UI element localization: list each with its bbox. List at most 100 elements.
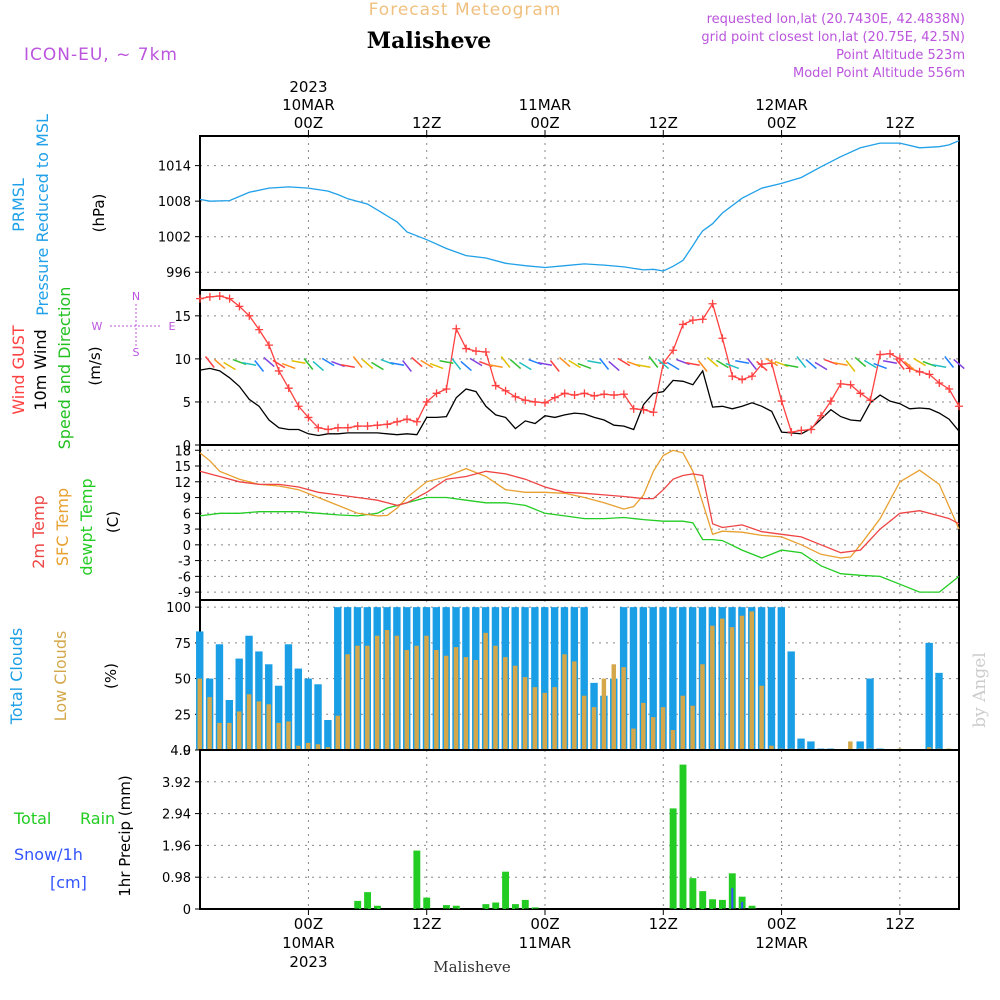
requested-coords: requested lon,lat (20.7430E, 42.4838N) <box>707 12 965 27</box>
low-cloud-bar <box>572 661 577 750</box>
wind-direction-arrow <box>725 362 740 370</box>
low-cloud-bar <box>493 645 498 750</box>
gust-marker <box>797 426 806 435</box>
gust-marker <box>708 299 717 308</box>
y-tick-label: 0.98 <box>162 871 191 886</box>
wind-direction-arrow <box>340 364 355 368</box>
gust-marker <box>235 302 244 311</box>
y-tick-label: 3 <box>183 523 191 538</box>
wind-direction-arrow <box>903 360 916 372</box>
top-time-label: 00Z <box>767 114 796 132</box>
pressure-panel: 996 1002 1008 1014 <box>158 135 960 291</box>
wind-direction-arrow <box>608 360 620 372</box>
total-cloud-bar <box>807 741 815 750</box>
precip-panel: 0 0.98 1.96 2.94 3.92 4.9 <box>162 744 960 918</box>
low-cloud-bar <box>690 705 695 750</box>
gust-marker <box>550 393 559 402</box>
bottom-time-label: 12Z <box>649 915 678 933</box>
rain-bar <box>511 904 519 909</box>
total-cloud-bar <box>935 672 943 750</box>
gust-marker <box>580 389 589 398</box>
label-pressure-msl: Pressure Reduced to MSL <box>33 114 52 316</box>
temp-2m-line <box>199 470 960 554</box>
label-rain: Rain <box>80 809 115 828</box>
low-cloud-bar <box>434 650 439 750</box>
y-tick-label: 15 <box>174 310 191 325</box>
panel-frame <box>199 599 960 751</box>
total-cloud-bar <box>679 607 687 750</box>
top-date-label: 11MAR <box>519 96 572 114</box>
low-cloud-bar <box>443 655 449 750</box>
gust-marker <box>728 372 737 381</box>
footer-location: Malisheve <box>433 958 511 976</box>
gust-marker <box>590 391 599 400</box>
gust-marker <box>610 391 618 400</box>
low-cloud-bar <box>739 615 745 750</box>
low-cloud-bar <box>276 722 281 750</box>
total-cloud-bar <box>324 720 332 750</box>
total-cloud-bar <box>580 607 588 750</box>
gust-marker <box>353 422 362 431</box>
rain-bar <box>364 892 372 909</box>
wind-direction-arrow <box>587 360 602 364</box>
y-tick-label: -9 <box>178 586 191 601</box>
low-cloud-bar <box>611 664 616 750</box>
label-speed-direction: Speed and Direction <box>55 287 74 450</box>
low-cloud-bar <box>345 654 350 750</box>
rain-bar <box>502 871 510 909</box>
y-tick-label: 1.96 <box>162 839 191 854</box>
wind-direction-arrow <box>697 360 708 372</box>
low-cloud-bar <box>650 717 656 750</box>
total-cloud-bar <box>215 644 224 750</box>
dewpoint-line <box>199 496 960 593</box>
bottom-time-label: 00Z <box>530 915 559 933</box>
point-altitude: Point Altitude 523m <box>836 48 965 63</box>
compass-e: E <box>169 320 176 333</box>
label-total-clouds: Total Clouds <box>7 628 26 726</box>
wind-panel: 0 5 10 15 <box>174 289 965 454</box>
low-cloud-bar <box>522 677 528 750</box>
wind-direction-arrow <box>204 356 215 368</box>
wind-direction-arrow <box>765 357 779 367</box>
compass-s: S <box>133 346 140 359</box>
low-cloud-bar <box>394 635 400 750</box>
bottom-time-label: 00Z <box>294 915 323 933</box>
total-cloud-bar <box>777 607 786 750</box>
low-cloud-bar <box>286 721 291 750</box>
low-cloud-bar <box>325 747 331 750</box>
gust-marker <box>935 379 944 387</box>
low-cloud-bar <box>355 645 360 750</box>
total-cloud-bar <box>531 607 539 750</box>
wind-direction-arrow <box>845 360 856 372</box>
wind-direction-arrow <box>488 364 503 368</box>
wind-direction-arrow <box>361 358 374 370</box>
gust-marker <box>255 325 264 334</box>
rain-bar <box>521 899 529 909</box>
label-low-clouds: Low Clouds <box>51 631 70 722</box>
wind-direction-arrow <box>460 360 472 372</box>
wind-direction-arrow <box>429 362 444 370</box>
gust-marker <box>422 397 431 406</box>
gust-marker <box>531 397 540 406</box>
low-cloud-bar <box>641 702 646 750</box>
wind-direction-arrow <box>953 358 965 370</box>
wind-direction-arrow <box>411 356 423 368</box>
compass-n: N <box>132 290 140 303</box>
bottom-time-label: 12Z <box>412 915 441 933</box>
y-tick-label: 4.9 <box>170 744 191 759</box>
low-cloud-bar <box>197 678 202 750</box>
gust-marker <box>511 392 520 401</box>
y-tick-label: 1002 <box>158 231 191 246</box>
wind-direction-arrow <box>568 359 581 369</box>
gust-marker <box>738 375 747 384</box>
total-cloud-bar <box>541 607 549 750</box>
gust-marker <box>314 423 323 432</box>
y-tick-label: -3 <box>178 555 191 570</box>
gust-marker <box>501 386 510 395</box>
gust-marker <box>343 423 352 432</box>
label-10m-wind: 10m Wind <box>31 329 50 410</box>
top-time-label: 00Z <box>294 114 323 132</box>
y-tick-label: 5 <box>183 396 191 411</box>
